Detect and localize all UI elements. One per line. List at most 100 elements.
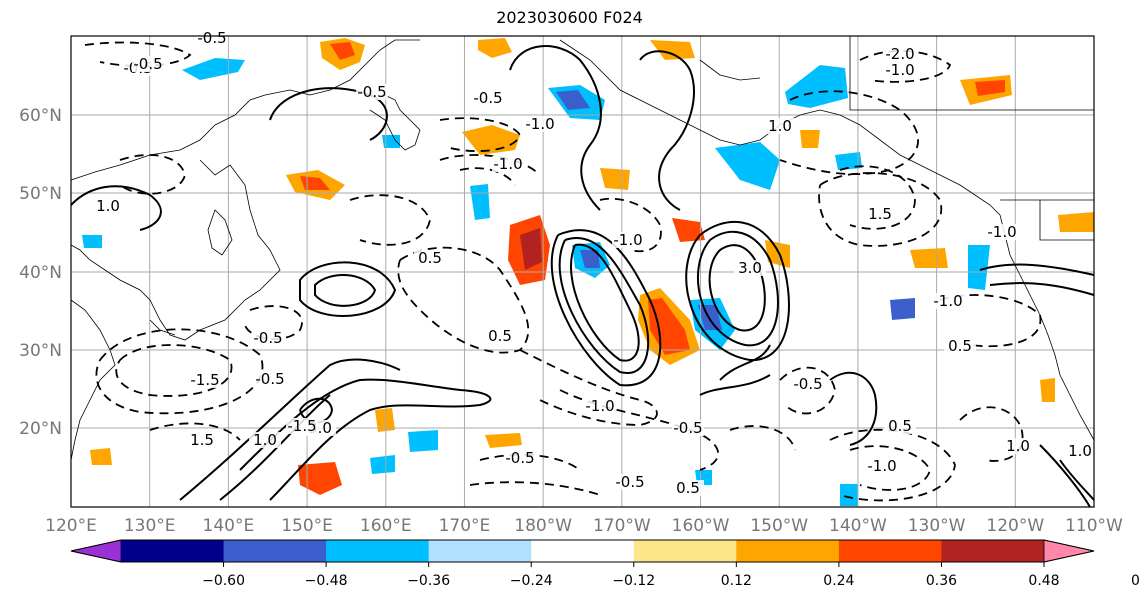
- fill-cool-11: [382, 135, 400, 148]
- lon-tick-label: 120°W: [986, 516, 1044, 536]
- contour-neg-24: [349, 194, 431, 246]
- contour-neg-9: [818, 172, 943, 247]
- contour-label: -0.5: [357, 83, 386, 101]
- fill-warm-18: [800, 130, 820, 148]
- contour-label: -0.5: [505, 449, 534, 467]
- contour-label: -0.5: [793, 375, 822, 393]
- lon-tick-label: 120°E: [45, 516, 97, 536]
- contour-label: -1.0: [613, 231, 642, 249]
- contour-pos-12: [509, 45, 602, 211]
- colorbar-segment: [326, 540, 430, 562]
- fill-cool-7-core: [698, 305, 722, 330]
- contour-label: -1.0: [525, 115, 554, 133]
- fill-warm-19: [1040, 378, 1055, 402]
- fill-cool-2-core: [556, 90, 590, 110]
- contour-pos-13: [639, 50, 695, 211]
- contour-label: 1.5: [190, 431, 214, 449]
- contour-neg-2: [115, 344, 233, 397]
- contour-neg-8: [839, 165, 916, 230]
- coast-asia: [70, 39, 420, 461]
- coast-namerica: [999, 214, 1095, 441]
- colorbar-segment: [633, 540, 737, 562]
- fill-warm-17: [90, 448, 112, 465]
- contour-label: 0.5: [488, 327, 512, 345]
- colorbar-segment: [736, 540, 840, 562]
- fill-warm-9: [672, 218, 705, 242]
- contour-pos-15: [829, 371, 878, 446]
- fill-cool-1: [182, 58, 245, 80]
- axis-labels: 120°E 130°E 140°E 150°E 160°E 170°E 180°W 170°W…: [19, 106, 1123, 536]
- fill-warm-2: [478, 38, 512, 58]
- fill-warm-3: [650, 40, 695, 60]
- fill-warm-13: [1058, 212, 1094, 232]
- lon-tick-label: 170°W: [593, 516, 651, 536]
- fill-cool-4: [715, 142, 780, 190]
- fill-warm-16: [375, 408, 395, 432]
- lon-tick-label: 130°W: [908, 516, 966, 536]
- lat-tick-label: 20°N: [19, 419, 62, 439]
- contour-label: -1.0: [987, 223, 1016, 241]
- fill-warm-11-core: [975, 80, 1005, 96]
- lon-tick-label: 140°W: [829, 516, 887, 536]
- graticule: [71, 36, 1094, 507]
- lon-tick-label: 160°E: [360, 516, 412, 536]
- contour-label: -0.5: [255, 370, 284, 388]
- fill-warm-4: [462, 125, 520, 155]
- contour-neg-11: [849, 445, 931, 491]
- contour-label: 1.0: [96, 197, 120, 215]
- lon-tick-label: 160°W: [672, 516, 730, 536]
- fill-cool-13: [370, 455, 395, 474]
- contour-label: -2.0: [885, 45, 914, 63]
- contour-label: 1.0: [768, 117, 792, 135]
- contour-pos-17: [70, 185, 162, 231]
- fill-cool-15: [840, 484, 858, 506]
- contour-label: -0.5: [615, 473, 644, 491]
- contour-neg-7: [779, 90, 919, 176]
- colorbar-tick-label: −0.60: [202, 573, 245, 589]
- lat-tick-label: 40°N: [19, 263, 62, 283]
- colorbar-tick-label: 0.60: [1131, 573, 1139, 589]
- colorbar-tick-label: −0.48: [305, 573, 348, 589]
- contour-pos-19: [699, 344, 771, 396]
- contour-pos-18: [979, 263, 1095, 296]
- contour-label: 0.5: [948, 337, 972, 355]
- fill-cool-6-core: [580, 250, 600, 268]
- colorbar-tick-label: −0.24: [510, 573, 553, 589]
- colorbar-tick-label: 0.48: [1028, 573, 1059, 589]
- fill-warm-7-core: [648, 298, 690, 355]
- colorbar-segment: [531, 540, 635, 562]
- contour-pos-10: [314, 273, 377, 307]
- contour-pos-8: [179, 358, 401, 501]
- contour-neg-12: [829, 429, 956, 502]
- coastlines: [70, 36, 1095, 461]
- contour-label: 3.0: [738, 259, 762, 277]
- contour-pos-11: [299, 261, 397, 317]
- contour-neg-21: [469, 453, 601, 496]
- contour-pos-4: [708, 244, 766, 332]
- fill-cool-12: [82, 235, 102, 248]
- contour-label: -0.5: [673, 419, 702, 437]
- fill-warm-12: [910, 248, 948, 268]
- contour-pos-6: [685, 221, 790, 362]
- contour-label: -1.5: [287, 417, 316, 435]
- contour-neg-17: [939, 294, 1042, 348]
- contour-label: 1.0: [253, 431, 277, 449]
- lon-tick-label: 150°E: [281, 516, 333, 536]
- contour-label: 1.0: [1006, 437, 1030, 455]
- contour-pos-1: [570, 243, 640, 362]
- colorbar-segment: [941, 540, 1045, 562]
- colorbar-segment: [223, 540, 327, 562]
- contour-label: -1.0: [585, 397, 614, 415]
- colorbar-outline: [70, 539, 1095, 563]
- lat-tick-label: 50°N: [19, 184, 62, 204]
- lat-tick-label: 30°N: [19, 341, 62, 361]
- lon-tick-label: 110°W: [1065, 516, 1123, 536]
- colorbar-arrow-left: [70, 539, 122, 563]
- lon-tick-label: 170°E: [439, 516, 491, 536]
- contour-label: 0.5: [676, 479, 700, 497]
- fill-cool-8: [835, 152, 862, 170]
- colorbar-segment: [838, 540, 942, 562]
- contour-label: 1.5: [868, 205, 892, 223]
- fill-cool-5: [470, 184, 490, 220]
